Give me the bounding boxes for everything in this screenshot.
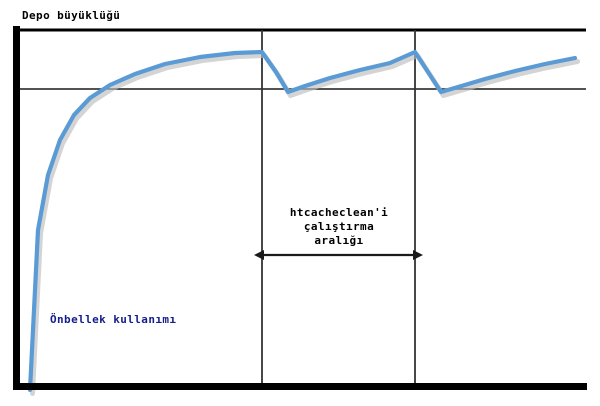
- interval-annotation-line-2: çalıştırma: [303, 220, 375, 233]
- interval-annotation-line-3: aralığı: [314, 234, 364, 247]
- interval-annotation: htcacheclean'i çalıştırma aralığı: [262, 206, 416, 248]
- cache-usage-curve: [27, 49, 578, 393]
- y-axis-title: Depo büyüklüğü: [22, 9, 121, 22]
- series-label-cache-usage: Önbellek kullanımı: [50, 313, 177, 326]
- interval-annotation-line-1: htcacheclean'i: [289, 206, 389, 219]
